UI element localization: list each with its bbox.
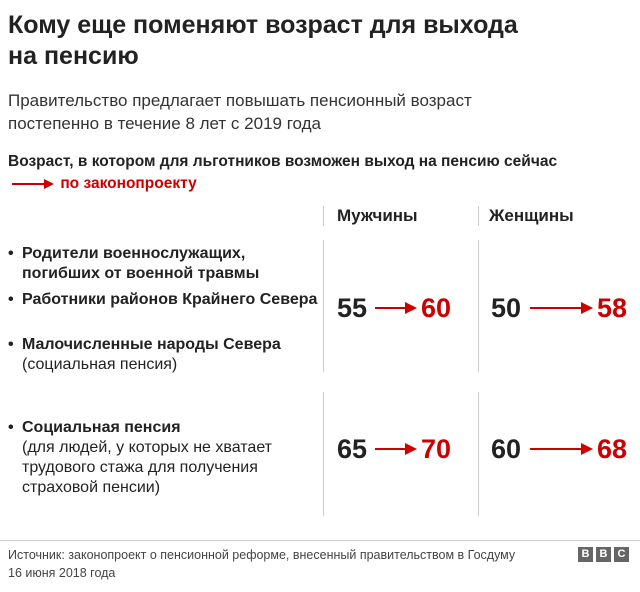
- bullet: •: [8, 336, 14, 353]
- age-proposed: 68: [597, 434, 628, 464]
- arrow-shape: [530, 302, 593, 314]
- row-item: • Социальная пенсия (для людей, у которых …: [8, 418, 318, 498]
- arrow: [375, 301, 417, 320]
- source: Источник: законопроект о пенсионной рефо…: [8, 548, 516, 580]
- age-current: 60: [491, 434, 522, 464]
- item-note: (социальная пенсия): [22, 356, 178, 373]
- item-name: Малочисленные народы Севера: [22, 336, 281, 353]
- divider: [323, 206, 324, 226]
- age-current: 55: [337, 293, 368, 323]
- logo-block: C: [614, 547, 629, 562]
- subtitle-line: Правительство предлагает повышать пенсио…: [8, 91, 472, 110]
- arrow: [530, 301, 593, 320]
- divider: [323, 392, 324, 516]
- row-item: • Работники районов Крайнего Севера: [8, 290, 318, 310]
- item-text: Малочисленные народы Севера (социальная п…: [22, 335, 318, 375]
- logo-block: B: [596, 547, 611, 562]
- divider: [478, 206, 479, 226]
- row-item: • Родители военнослужащих, погибших от во…: [8, 244, 318, 284]
- legend-proposed: по законопроекту: [60, 175, 197, 192]
- item-name: Работники районов Крайнего Севера: [22, 291, 318, 308]
- arrow-shape: [375, 443, 417, 455]
- item-text: Социальная пенсия (для людей, у которых н…: [22, 418, 318, 498]
- divider: [478, 240, 479, 372]
- title-line: Кому еще поменяют возраст для выхода: [8, 11, 518, 39]
- arrow: [530, 442, 593, 461]
- bullet: •: [8, 245, 14, 262]
- divider: [478, 392, 479, 516]
- subtitle-line: постепенно в течение 8 лет с 2019 года: [8, 114, 321, 133]
- divider: [323, 240, 324, 372]
- bullet: •: [8, 291, 14, 308]
- logo-block: B: [578, 547, 593, 562]
- footer-rule: [0, 540, 640, 541]
- arrow-shape: [530, 443, 593, 455]
- title-line: на пенсию: [8, 42, 139, 70]
- legend: Возраст, в котором для льготников возмож…: [8, 151, 608, 195]
- arrow-shape: [375, 302, 417, 314]
- arrow: [375, 442, 417, 461]
- item-name: Родители военнослужащих, погибших от вое…: [22, 245, 260, 282]
- row-item: • Малочисленные народы Севера (социальная …: [8, 335, 318, 375]
- item-text: Родители военнослужащих, погибших от вое…: [22, 244, 318, 284]
- age-proposed: 60: [421, 293, 452, 323]
- legend-arrow: [12, 178, 54, 189]
- item-name: Социальная пенсия: [22, 419, 181, 436]
- subtitle: Правительство предлагает повышать пенсио…: [8, 89, 472, 135]
- age-current: 50: [491, 293, 522, 323]
- item-text: Работники районов Крайнего Севера: [22, 290, 318, 310]
- item-note: (для людей, у которых не хватает трудово…: [22, 439, 273, 496]
- age-proposed: 58: [597, 293, 628, 323]
- column-header: Мужчины: [337, 206, 418, 225]
- bullet: •: [8, 419, 14, 436]
- age-proposed: 70: [421, 434, 452, 464]
- legend-current: Возраст, в котором для льготников возмож…: [8, 153, 558, 170]
- title: Кому еще поменяют возраст для выхода на …: [8, 10, 518, 72]
- age-current: 65: [337, 434, 368, 464]
- column-header: Женщины: [489, 206, 574, 225]
